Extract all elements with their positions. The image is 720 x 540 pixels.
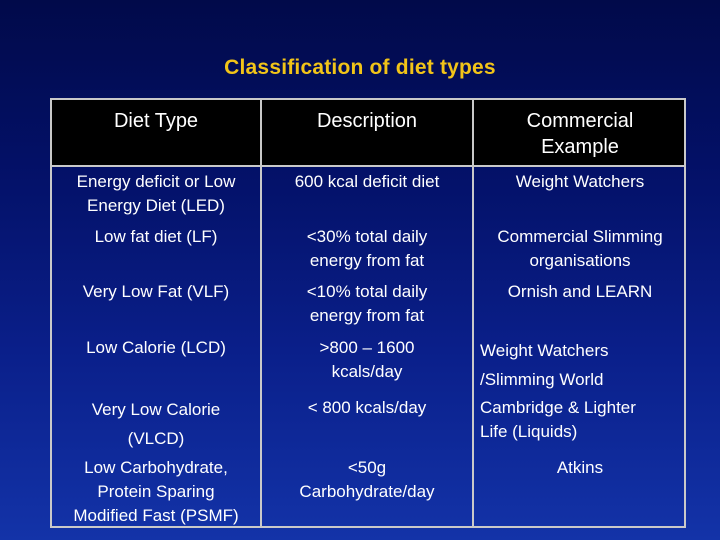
table-cell: 600 kcal deficit diet xyxy=(294,172,440,191)
table-cell: <50g Carbohydrate/day xyxy=(299,458,435,501)
table-cell: Low fat diet (LF) xyxy=(94,227,218,246)
slide-title: Classification of diet types xyxy=(224,56,496,79)
column-divider xyxy=(472,100,474,526)
table-cell: Weight Watchers xyxy=(515,172,645,191)
header-commercial-example: Commercial Example xyxy=(526,110,634,158)
table-cell: <10% total daily energy from fat xyxy=(306,282,428,325)
diet-table: Diet Type Description Commercial Example… xyxy=(50,98,686,528)
table-cell: <30% total daily energy from fat xyxy=(306,227,428,270)
column-divider xyxy=(260,100,262,526)
header-description: Description xyxy=(316,110,418,132)
table-cell: Atkins xyxy=(556,458,604,477)
table-cell: Low Carbohydrate, Protein Sparing Modifi… xyxy=(73,458,239,525)
table-cell: Very Low Fat (VLF) xyxy=(82,282,230,301)
table-cell: Low Calorie (LCD) xyxy=(86,338,226,357)
header-diet-type: Diet Type xyxy=(113,110,199,132)
table-cell: Cambridge & Lighter Life (Liquids) xyxy=(480,398,636,441)
table-cell: Commercial Slimming organisations xyxy=(497,227,663,270)
header-divider xyxy=(52,165,684,167)
table-cell: Very Low Calorie (VLCD) xyxy=(91,400,221,448)
table-cell: Energy deficit or Low Energy Diet (LED) xyxy=(76,172,236,215)
table-cell: >800 – 1600 kcals/day xyxy=(319,338,415,381)
table-cell: < 800 kcals/day xyxy=(307,398,427,417)
table-cell: Weight Watchers /Slimming World xyxy=(480,341,609,389)
table-header-band xyxy=(52,100,684,165)
table-cell: Ornish and LEARN xyxy=(507,282,653,301)
